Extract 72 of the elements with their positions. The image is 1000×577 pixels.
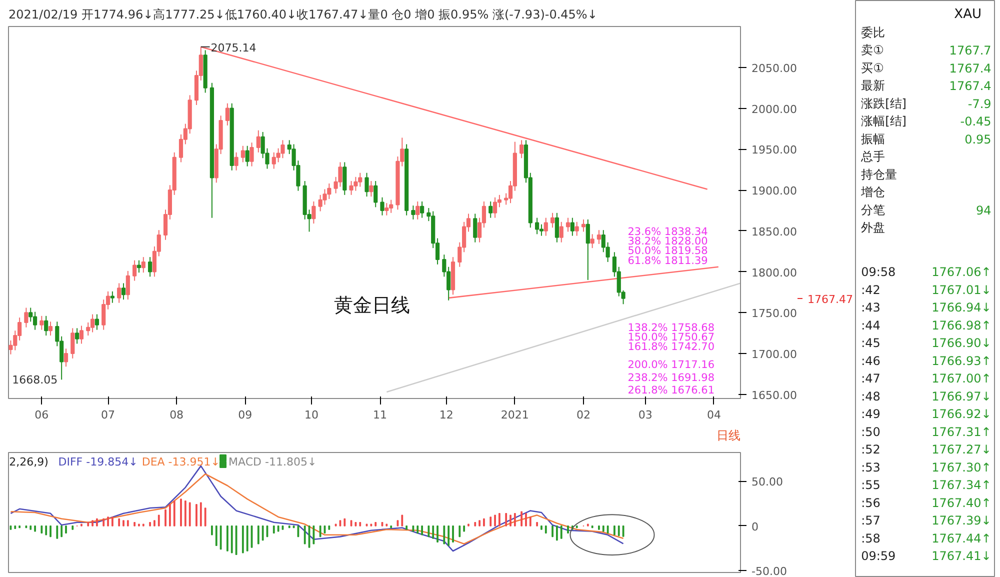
annotation: 138.2% 1758.68 xyxy=(628,322,715,334)
text: :47 1767.00↑ xyxy=(861,372,992,386)
text: 1767.47 xyxy=(808,292,853,306)
text: 09:59 1767.41↓ xyxy=(861,549,992,564)
text: :50 1767.31↑ xyxy=(861,424,992,439)
text: 持仓量 xyxy=(861,167,898,182)
y-tick-label: 1750.00 xyxy=(752,307,797,320)
text: :53 1767.30↑ xyxy=(861,460,992,474)
x-tick-label: 2021 xyxy=(500,408,529,422)
text: 增仓 xyxy=(860,185,886,200)
y-tick-label: 1950.00 xyxy=(752,144,797,157)
text: 最新 1767.4 xyxy=(861,78,992,94)
y-tick-label: 1650.00 xyxy=(752,388,797,402)
x-tick-label: 04 xyxy=(706,408,721,422)
annotation: 1668.05 xyxy=(12,374,58,387)
y-tick-label: 2000.00 xyxy=(752,102,797,116)
text: 涨跌[结] -7.9 xyxy=(861,96,992,111)
annotation: 150.0% 1750.67 xyxy=(628,331,715,344)
text: :57 1767.39↓ xyxy=(861,514,992,528)
x-tick-label: 08 xyxy=(170,408,184,422)
y-tick-label: 0 xyxy=(752,520,758,534)
annotation: 161.8% 1742.70 xyxy=(628,341,715,354)
x-tick-label: 06 xyxy=(34,408,49,422)
annotation: 200.0% 1717.16 xyxy=(628,359,715,372)
text: :42 1767.01↓ xyxy=(861,282,992,297)
series-label: DEA -13.951↓ xyxy=(142,456,220,468)
text: 总手 xyxy=(860,150,886,164)
text: XAU xyxy=(954,7,982,22)
x-tick-label: 09 xyxy=(238,408,252,422)
text: :55 1767.34↑ xyxy=(861,478,992,492)
y-tick-label: 1800.00 xyxy=(752,266,797,280)
text: :56 1767.40↑ xyxy=(861,496,992,510)
text: :52 1767.27↓ xyxy=(861,442,992,457)
annotation: 2075.14 xyxy=(210,41,256,54)
x-tick-label: 02 xyxy=(576,408,590,422)
text: 2021/02/19 开1774.96↓高1777.25↓低1760.40↓收1767.47↓量0 仓0 增0 振0.95% 涨(-7.93)-0.45%↓ xyxy=(8,8,598,22)
text: 外盘 xyxy=(861,220,886,235)
text: 涨幅[结] -0.45 xyxy=(861,114,992,129)
text: 09:58 1767.06↑ xyxy=(861,265,992,280)
annotation: 2,26,9) xyxy=(9,456,48,468)
x-tick-label: 11 xyxy=(373,408,388,422)
y-tick-label: 1900.00 xyxy=(752,184,797,198)
x-tick-label: 03 xyxy=(638,408,652,422)
annotation: 238.2% 1691.98 xyxy=(628,372,715,384)
text: :45 1766.90↓ xyxy=(861,336,992,350)
y-tick-label: -50.00 xyxy=(752,565,787,577)
text: 日线 xyxy=(716,428,740,442)
annotation: 61.8% 1811.39 xyxy=(628,254,708,267)
annotation: 23.6% 1838.34 xyxy=(628,226,708,238)
text: :46 1766.93↑ xyxy=(861,354,992,368)
x-tick-label: 12 xyxy=(439,408,454,422)
text: 买① 1767.4 xyxy=(861,60,992,76)
text: 委比 xyxy=(861,25,886,40)
text: 黄金日线 xyxy=(334,294,410,316)
text: :48 1766.97↓ xyxy=(861,389,992,404)
annotation: 50.0% 1819.58 xyxy=(628,245,708,258)
y-tick-label: 1700.00 xyxy=(752,348,797,362)
y-tick-label: 2050.00 xyxy=(752,62,797,75)
text: 分笔 94 xyxy=(861,202,992,218)
text: :58 1767.44↑ xyxy=(861,531,992,546)
x-tick-label: 10 xyxy=(304,408,318,422)
text: :44 1766.98↑ xyxy=(861,318,992,332)
y-tick-label: 50.00 xyxy=(752,476,783,489)
y-tick-label: 1850.00 xyxy=(752,225,797,238)
x-tick-label: 07 xyxy=(101,408,116,422)
text: 振幅 0.95 xyxy=(861,132,992,146)
text: :43 1766.94↓ xyxy=(861,300,992,315)
annotation: 261.8% 1676.61 xyxy=(628,384,715,396)
text: 卖① 1767.7 xyxy=(861,43,992,58)
text: :49 1766.92↓ xyxy=(861,407,992,422)
text: DIFF -19.854↓ xyxy=(58,456,138,468)
legend-label: MACD -11.805↓ xyxy=(228,456,317,468)
